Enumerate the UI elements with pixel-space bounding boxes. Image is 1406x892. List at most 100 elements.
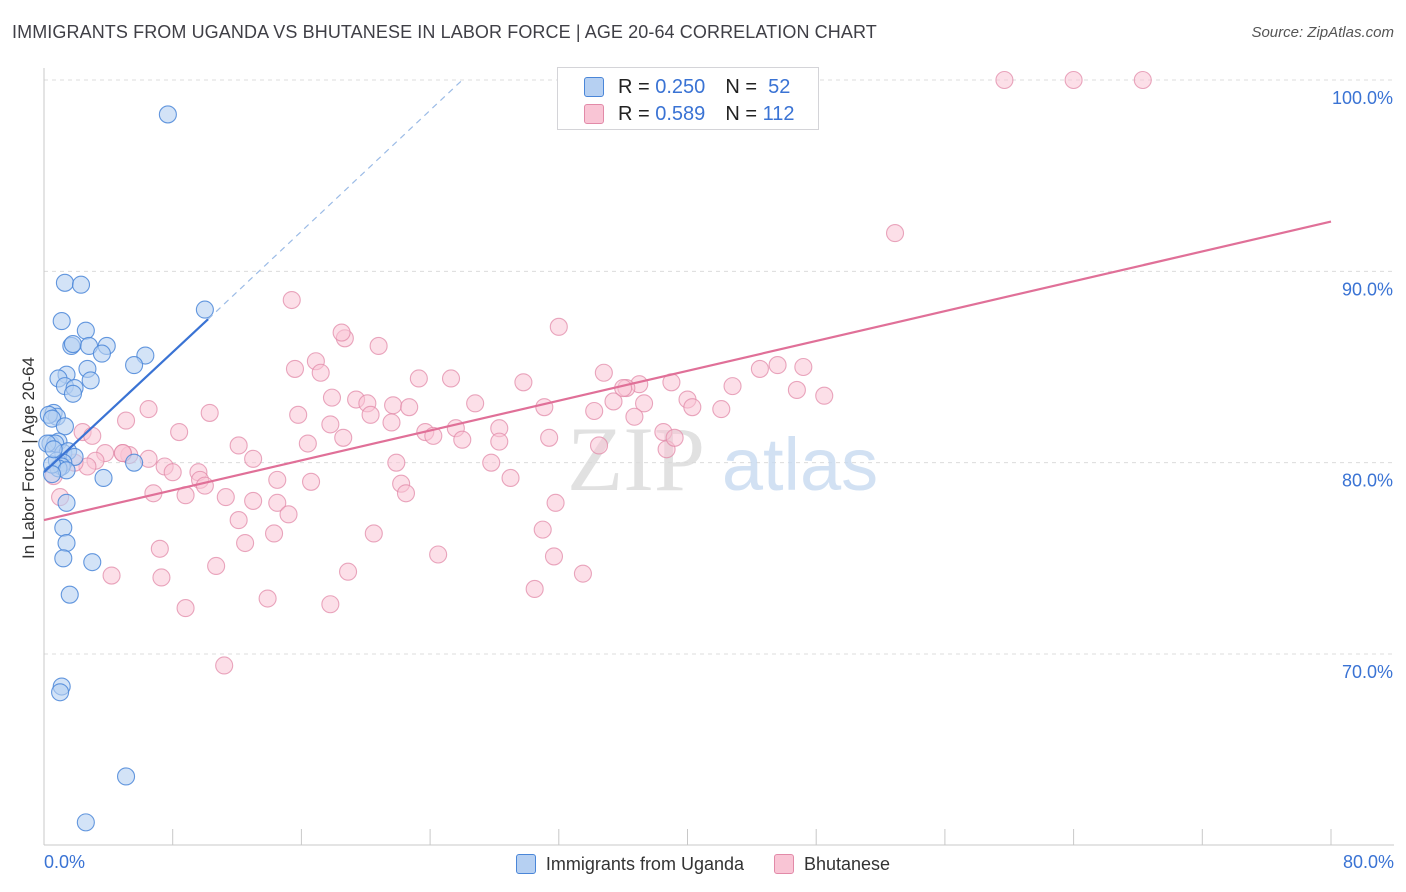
point-bhutanese [535,398,554,417]
point-bhutanese [466,394,485,413]
point-uganda [195,300,214,319]
point-bhutanese [139,400,158,419]
point-uganda [116,767,136,786]
point-uganda [94,468,113,488]
point-bhutanese [216,488,235,507]
point-bhutanese [334,428,353,447]
legend-n-label: N = [725,75,757,98]
y-tick-labels: 70.0% 80.0% 90.0% 100.0% [1332,88,1393,682]
point-bhutanese [400,398,419,417]
watermark: ZIP atlas [567,408,878,510]
legend-label-bhutanese: Bhutanese [804,853,891,874]
point-bhutanese [429,545,448,564]
trend-line-bhutanese [43,220,1332,522]
stats-legend: R = 0.250 N = 52 R = 0.589 N = 112 [557,67,819,130]
point-bhutanese [279,505,298,524]
point-bhutanese [544,547,564,566]
point-bhutanese [229,436,248,455]
point-bhutanese [441,369,461,388]
chart-title: IMMIGRANTS FROM UGANDA VS BHUTANESE IN L… [12,22,877,42]
legend-item-uganda: Immigrants from Uganda [515,852,744,876]
point-uganda [76,813,95,832]
point-bhutanese [525,579,544,598]
legend-row-bhutanese: R = 0.589 N = 112 [584,103,794,125]
point-bhutanese [150,539,169,558]
point-bhutanese [625,407,644,426]
point-bhutanese [215,656,234,675]
point-bhutanese [170,423,189,442]
series-bhutanese [44,70,1152,675]
point-bhutanese [265,524,284,543]
x-tick-label-min: 0.0% [44,852,86,872]
point-bhutanese [787,380,806,400]
axes [43,68,1394,846]
trend-line-uganda [43,318,209,474]
point-bhutanese [339,562,358,581]
gridlines [44,79,1394,655]
series-legend: Immigrants from Uganda Bhutanese [0,852,1406,876]
point-uganda [81,371,100,390]
point-bhutanese [176,599,195,618]
legend-row-uganda: R = 0.250 N = 52 [584,76,790,98]
point-bhutanese [1133,70,1152,90]
legend-swatch-uganda [515,854,536,874]
point-bhutanese [546,493,565,512]
point-bhutanese [321,595,340,614]
point-uganda [54,549,73,568]
point-bhutanese [1064,70,1083,90]
point-bhutanese [387,453,406,472]
legend-swatch-bhutanese [584,104,604,124]
y-tick-label: 80.0% [1342,471,1393,491]
point-uganda [52,312,71,331]
legend-n-value-uganda: 52 [768,75,791,98]
point-bhutanese [361,405,380,424]
point-bhutanese [369,336,388,356]
point-bhutanese [258,589,277,608]
watermark-atlas: atlas [722,423,878,506]
point-bhutanese [195,476,214,495]
point-bhutanese [514,373,533,392]
point-bhutanese [750,359,769,378]
point-bhutanese [549,317,568,336]
source-note: Source: ZipAtlas.com [1251,24,1394,41]
point-bhutanese [396,484,416,503]
point-bhutanese [298,434,317,453]
point-bhutanese [683,398,702,417]
point-bhutanese [995,70,1014,90]
point-bhutanese [102,566,121,585]
point-uganda [55,417,74,436]
point-bhutanese [384,396,403,415]
point-uganda [60,585,79,604]
point-bhutanese [490,432,509,451]
point-uganda [51,683,70,702]
legend-r-value-bhutanese: 0.589 [655,102,706,125]
point-bhutanese [285,359,305,378]
point-uganda [63,384,83,403]
point-uganda [63,334,83,354]
legend-n-value-bhutanese: 112 [762,102,795,125]
point-uganda [44,440,63,459]
point-uganda [54,518,73,537]
point-uganda [57,493,76,512]
point-bhutanese [665,428,684,447]
point-bhutanese [794,357,813,377]
point-uganda [55,273,74,292]
y-tick-label: 70.0% [1342,662,1393,682]
point-bhutanese [540,428,559,447]
point-bhutanese [723,377,742,396]
point-uganda [92,344,111,363]
point-bhutanese [712,400,731,419]
point-bhutanese [311,363,330,382]
legend-item-bhutanese: Bhutanese [774,852,890,876]
point-bhutanese [409,369,428,388]
point-bhutanese [302,472,321,491]
point-bhutanese [589,436,609,455]
y-tick-label: 90.0% [1342,279,1393,299]
legend-n-label: N = [725,102,757,125]
series-uganda [38,105,214,832]
point-bhutanese [364,524,383,543]
point-bhutanese [200,403,219,422]
point-uganda [83,553,102,572]
point-bhutanese [635,394,654,413]
